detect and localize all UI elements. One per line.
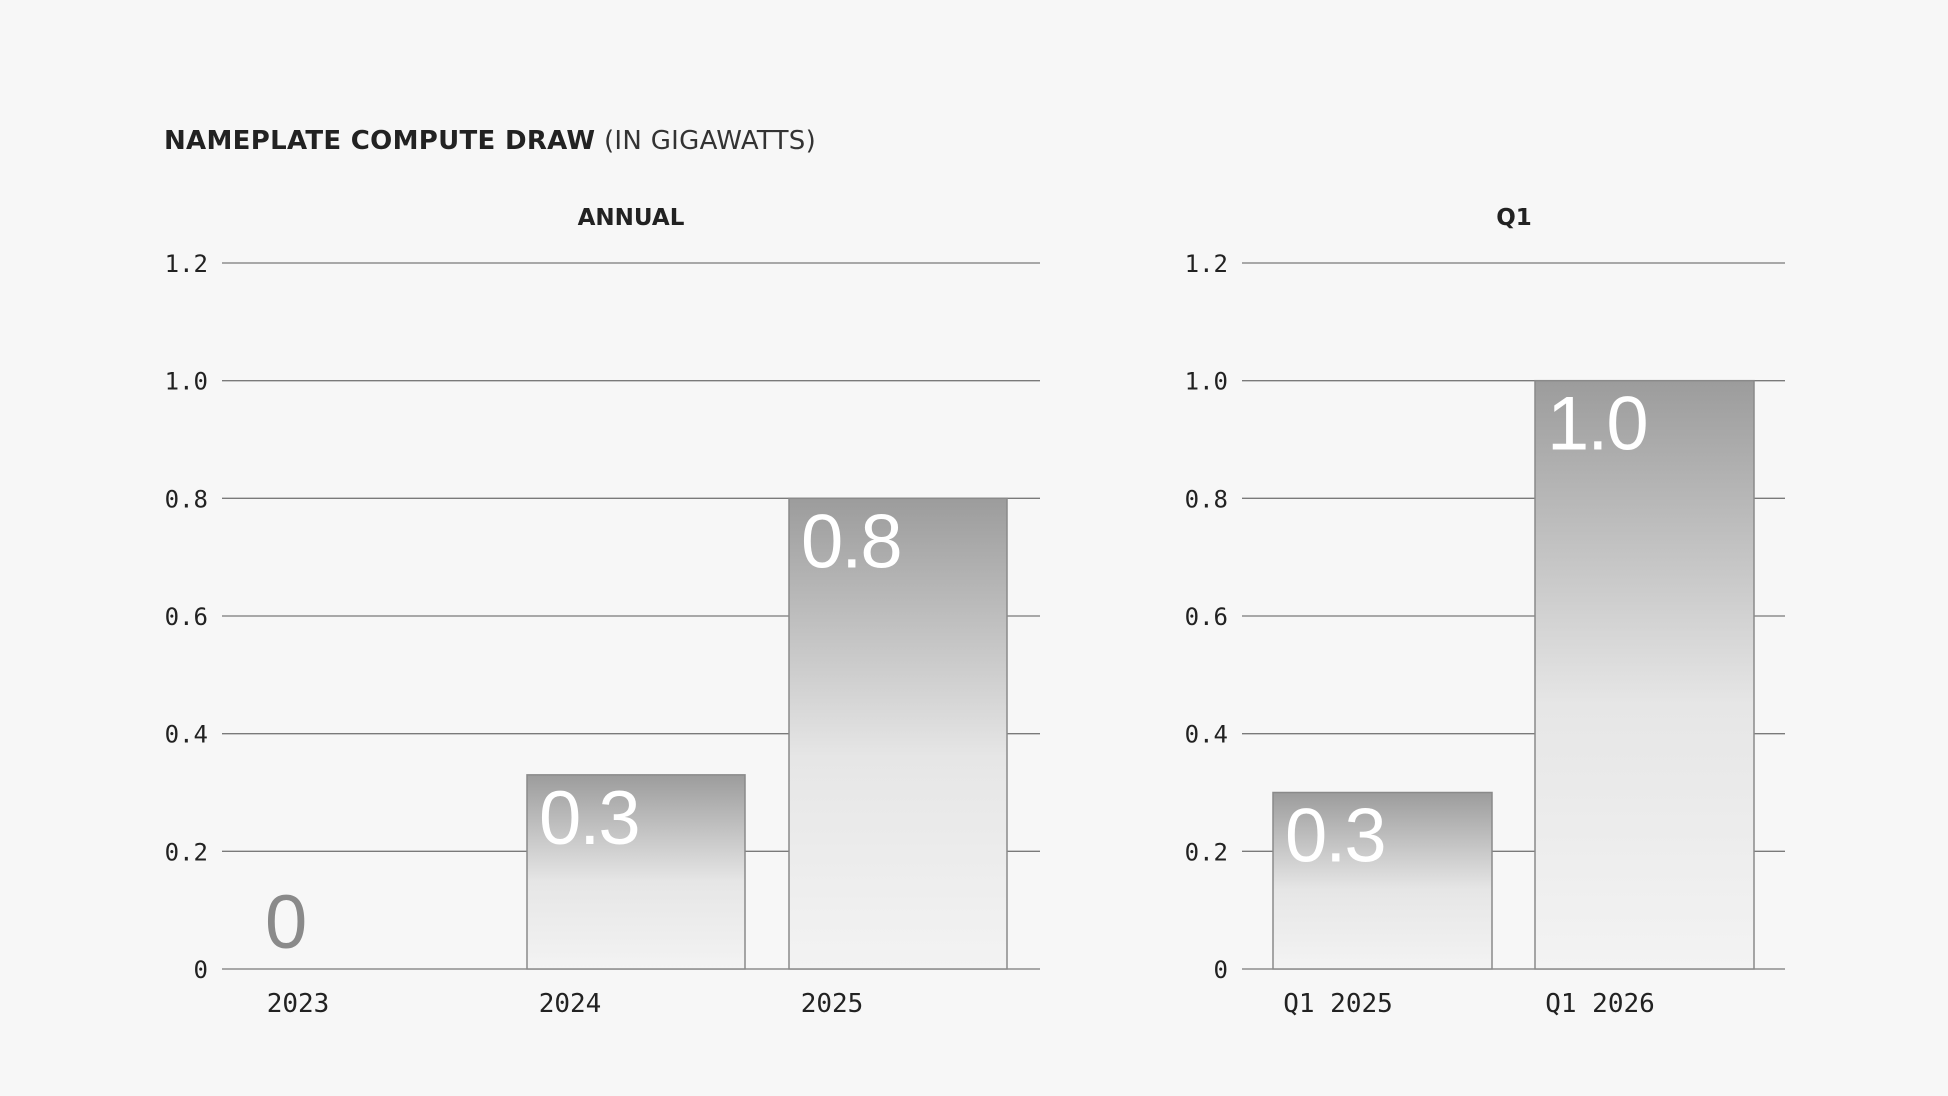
q1-data-labels: 0.3 1.0 [1285, 382, 1649, 879]
annual-data-label: 0.8 [801, 499, 901, 584]
annual-data-label: 0 [265, 880, 305, 965]
q1-y-tick-label: 0.6 [1185, 603, 1228, 631]
annual-y-axis: 0 0.2 0.4 0.6 0.8 1.0 1.2 [165, 250, 208, 984]
annual-chart: ANNUAL 00.20.40.60.81.01.2 2023 2024 2025 … [165, 205, 1040, 1019]
annual-data-labels: 0 0.3 0.8 [265, 499, 903, 965]
q1-y-axis: 0 0.2 0.4 0.6 0.8 1.0 1.2 [1185, 250, 1228, 984]
figure-title: NAMEPLATE COMPUTE DRAW (IN GIGAWATTS) [164, 126, 816, 156]
annual-chart-title: ANNUAL [578, 205, 685, 231]
figure-title-unit: (IN GIGAWATTS) [603, 126, 817, 156]
q1-y-tick-label: 1.0 [1185, 368, 1228, 396]
q1-y-tick-label: 0 [1214, 956, 1228, 984]
annual-y-tick-label: 0 [194, 956, 208, 984]
q1-x-tick-label: Q1 2025 [1283, 989, 1393, 1019]
q1-x-tick-label: Q1 2026 [1545, 989, 1655, 1019]
figure-title-main: NAMEPLATE COMPUTE DRAW [164, 126, 596, 156]
q1-y-tick-label: 0.8 [1185, 485, 1228, 513]
q1-data-label: 0.3 [1285, 794, 1385, 879]
annual-x-axis: 2023 2024 2025 [267, 989, 864, 1019]
annual-x-tick-label: 2025 [801, 989, 864, 1019]
q1-y-tick-label: 0.2 [1185, 838, 1228, 866]
annual-bar-2025 [788, 497, 1008, 970]
q1-bar-q1-2025 [1272, 791, 1493, 970]
q1-y-tick-label: 1.2 [1185, 250, 1228, 278]
annual-y-tick-label: 0.8 [165, 485, 208, 513]
annual-x-tick-label: 2024 [539, 989, 602, 1019]
annual-y-tick-label: 1.0 [165, 368, 208, 396]
q1-chart-title: Q1 [1496, 205, 1532, 231]
annual-y-tick-label: 0.4 [165, 721, 208, 749]
annual-y-tick-label: 0.6 [165, 603, 208, 631]
annual-bar-2024 [526, 774, 746, 970]
q1-data-label: 1.0 [1547, 382, 1647, 467]
annual-x-tick-label: 2023 [267, 989, 330, 1019]
q1-chart: Q1 0 0.2 0.4 0.6 0.8 1.0 1.2 Q1 2025 Q1 2026 0.… [1185, 205, 1785, 1019]
q1-bar-q1-2026 [1534, 379, 1755, 970]
annual-data-label: 0.3 [539, 776, 639, 861]
q1-x-axis: Q1 2025 Q1 2026 [1283, 989, 1655, 1019]
q1-y-tick-label: 0.4 [1185, 721, 1228, 749]
annual-y-tick-label: 1.2 [165, 250, 208, 278]
annual-bars [526, 497, 1008, 970]
annual-y-tick-label: 0.2 [165, 838, 208, 866]
q1-bars [1272, 379, 1755, 970]
